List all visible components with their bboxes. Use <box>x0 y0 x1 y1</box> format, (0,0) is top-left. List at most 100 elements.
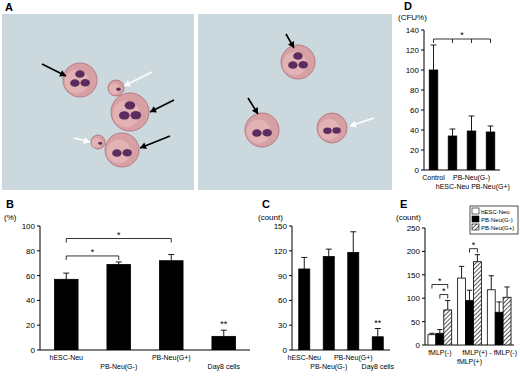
error-bar <box>445 301 450 310</box>
tick-label: 120 <box>274 247 288 256</box>
error-stem <box>353 232 354 253</box>
error-cap <box>475 254 480 255</box>
arrow-head <box>252 107 258 114</box>
cytoplasm <box>92 138 102 148</box>
arrow-head <box>288 41 294 48</box>
category-label: PB-Neu(G-) <box>310 363 347 371</box>
tick-label: 250 <box>407 224 421 233</box>
error-bar <box>221 330 227 336</box>
error-stem <box>433 45 434 70</box>
bar <box>487 290 495 345</box>
error-stem <box>491 276 492 290</box>
micrograph <box>2 14 194 190</box>
category-label: hESC-Neu <box>288 354 322 361</box>
error-bar <box>301 257 307 269</box>
error-cap <box>429 333 434 334</box>
tick-label: 90 <box>278 272 287 281</box>
arrow-head <box>59 70 66 76</box>
arrow-shaft <box>124 72 152 86</box>
axis-label: (count) <box>258 213 283 222</box>
arrow-shaft <box>286 34 294 48</box>
y-axis <box>292 226 293 350</box>
nucleus <box>332 127 340 134</box>
nucleus <box>70 79 80 86</box>
bar <box>466 301 474 345</box>
cell <box>63 63 97 97</box>
arrow-head <box>124 80 131 86</box>
significance-label: * <box>91 247 95 257</box>
bar <box>448 136 457 170</box>
tick-label: 20 <box>410 146 419 155</box>
significance-label: * <box>472 240 476 250</box>
significance-label: * <box>460 30 464 40</box>
bar <box>444 310 452 345</box>
error-stem <box>304 257 305 269</box>
bar <box>436 333 444 345</box>
error-stem <box>66 273 67 279</box>
error-cap <box>504 286 509 287</box>
error-cap <box>221 330 227 331</box>
tick-label: 0 <box>416 341 421 350</box>
error-cap <box>301 257 307 258</box>
panel-label: C <box>262 198 270 210</box>
error-cap <box>63 273 69 274</box>
significance-label: ** <box>374 318 382 328</box>
bar <box>429 70 438 170</box>
panel: C(count)0306090120150hESC-NeuPB-Neu(G-)P… <box>258 198 394 371</box>
legend-swatch <box>472 216 479 222</box>
category-label: hESC-Neu <box>436 183 470 190</box>
significance-label: * <box>438 276 442 286</box>
legend-frame <box>470 206 518 234</box>
category-label: fMLP(-) <box>428 349 451 357</box>
tick-label: 60 <box>410 106 419 115</box>
cell <box>281 45 315 79</box>
error-cap <box>488 126 494 127</box>
nucleus <box>262 129 272 136</box>
error-bar <box>437 330 442 334</box>
cell <box>108 80 124 96</box>
bar <box>159 261 183 350</box>
category-label: Day8 cells <box>208 363 241 371</box>
category-label: Day8 cells <box>362 363 395 371</box>
tick-label: 80 <box>26 247 35 256</box>
tick-label: 60 <box>278 296 287 305</box>
panel-label: E <box>400 198 407 210</box>
figure: AB(%)020406080100hESC-NeuPB-Neu(G-)PB-Ne… <box>0 0 520 392</box>
error-bar <box>489 276 494 290</box>
legend-label: PB-Neu(G-) <box>481 217 513 223</box>
error-cap <box>375 328 381 329</box>
tick-label: 150 <box>274 222 288 231</box>
error-bar <box>450 129 456 136</box>
bar <box>467 131 476 170</box>
category-label: PB-Neu(G+) <box>471 183 510 191</box>
arrow-head <box>350 121 357 128</box>
bar <box>212 336 236 350</box>
legend: hESC-NeuPB-Neu(G-)PB-Neu(G+) <box>470 206 518 234</box>
axis-label: (CFU%) <box>398 13 427 22</box>
error-stem <box>469 290 470 300</box>
nucleus <box>75 70 85 77</box>
tick-label: 100 <box>406 66 420 75</box>
arrow-shaft <box>150 100 174 112</box>
bar <box>495 312 503 345</box>
error-bar <box>350 232 356 253</box>
cell <box>111 93 149 131</box>
error-cap <box>168 254 174 255</box>
legend-swatch <box>472 224 479 230</box>
error-bar <box>431 45 437 70</box>
tick-label: 20 <box>26 321 35 330</box>
error-cap <box>497 301 502 302</box>
nucleus <box>125 101 136 109</box>
y-axis <box>424 30 425 170</box>
category-label: fMLP(+) <box>457 358 482 366</box>
tick-label: 40 <box>410 126 419 135</box>
tick-label: 30 <box>278 321 287 330</box>
panel: D(CFU%)020406080100120140ControlhESC-Neu… <box>398 0 510 191</box>
arrow-shaft <box>42 64 66 76</box>
error-stem <box>223 330 224 336</box>
micrograph <box>198 14 392 190</box>
error-bar <box>459 266 464 278</box>
nucleus <box>116 88 120 92</box>
error-bar <box>469 116 475 131</box>
error-cap <box>326 249 332 250</box>
